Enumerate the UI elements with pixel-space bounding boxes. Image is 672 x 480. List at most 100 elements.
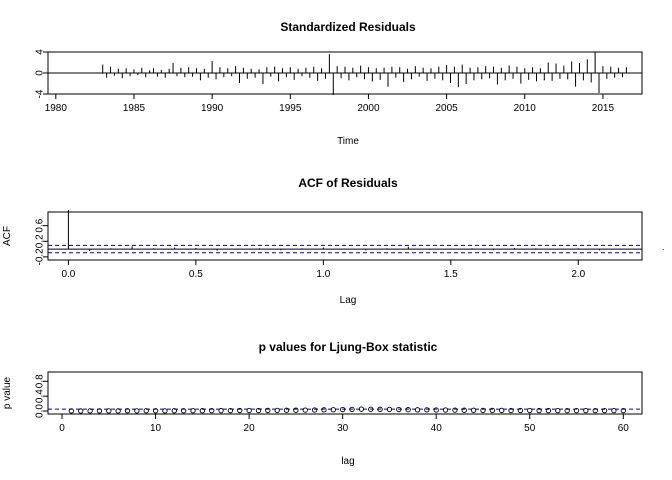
y-tick-label: 0.0 [35,404,46,418]
x-tick-label: 10 [150,423,162,434]
x-tick-label: 60 [618,423,630,434]
panel-acf-residuals: ACF of Residuals 0.0 0.5 1.0 1.5 2.0 -0.20.2… [2,176,664,306]
p-value-point [227,407,234,414]
y-tick-label: 0.4 [35,389,46,403]
p-value-point [480,407,486,414]
x-tick-label: 2010 [514,103,537,114]
x-tick-label: 1990 [201,103,224,114]
p-value-point [461,407,467,413]
p-value-point [349,406,355,413]
x-tick-label: 0.0 [61,269,75,280]
x-tick-label: 1.5 [444,269,458,280]
panel-ljung-box: p values for Ljung-Box statistic 0 10 20 30… [2,340,643,467]
p-value-point [470,407,477,413]
p-value-point [442,407,449,413]
x-tick-label: 1.0 [316,269,330,280]
p-value-point [620,408,626,414]
p-value-point [358,406,365,412]
x-tick-label: 20 [244,423,256,434]
p-value-point [611,408,617,414]
x-tick-label: 0 [59,423,65,434]
y-tick-label: 4 [35,49,46,55]
y-axis-label: ACF [2,226,13,246]
x-axis-label: Time [337,136,359,147]
plot-frame [47,371,643,415]
p-value-point [499,407,505,414]
p-value-point [171,408,177,414]
x-axis-label: Lag [340,295,357,306]
chart-title: Standardized Residuals [280,20,416,34]
p-value-point [124,408,131,414]
p-value-point [209,408,215,414]
y-axis-label: p value [2,376,13,409]
p-value-point [536,407,542,414]
p-value-point [527,407,533,414]
p-value-point [424,407,430,413]
x-tick-label: 1980 [45,103,68,114]
p-value-point [414,407,421,413]
y-tick-label: -4 [35,89,46,98]
p-value-point [152,408,159,414]
x-tick-label: 30 [337,423,349,434]
p-value-point [283,407,290,413]
p-value-point [405,407,411,413]
p-value-point [340,406,346,413]
p-value-point [396,406,402,413]
y-tick-label: 0.8 [35,374,46,388]
p-value-point [386,406,393,413]
p-value-point [190,408,196,414]
x-tick-label: 2005 [435,103,458,114]
x-tick-label: 1985 [123,103,146,114]
y-tick-label: 0.2 [35,234,46,248]
y-tick-label: 0 [35,70,46,76]
p-value-point [68,408,75,414]
p-value-point [293,407,299,413]
p-value-point [115,408,121,414]
p-value-point [274,407,280,414]
x-tick-label: 50 [524,423,536,434]
p-value-point [601,408,608,414]
p-value-point [96,408,103,414]
p-value-point [564,407,570,414]
x-tick-label: 1995 [279,103,302,114]
plot-frame [47,211,643,261]
p-value-point [583,408,589,414]
p-value-point [218,407,224,414]
p-value-point [255,407,262,414]
x-tick-label: 0.5 [189,269,203,280]
p-value-point [489,407,495,414]
p-value-point [265,407,271,414]
p-value-point [517,407,524,414]
p-value-point [134,408,140,414]
chart-title: ACF of Residuals [298,176,398,190]
p-value-point [302,407,308,413]
p-value-point [368,406,374,412]
p-value-point [508,407,514,414]
p-value-point [555,407,561,414]
x-tick-label: 2.0 [571,269,585,280]
p-value-point [78,408,84,414]
p-value-point [452,407,458,413]
p-value-point [311,407,318,413]
y-tick-label: -0.2 [35,248,46,266]
p-value-point [246,407,252,414]
p-value-point [545,407,552,414]
p-value-point [321,407,327,413]
x-axis-label: lag [341,456,354,467]
p-value-point [180,408,187,414]
x-tick-label: 40 [431,423,443,434]
x-tick-label: 2015 [592,103,615,114]
panel-standardized-residuals: Standardized Residuals 1980 1985 1990 1995 2… [35,20,643,147]
p-value-point [377,406,383,412]
p-value-point [143,408,149,414]
y-tick-label: 0.6 [35,218,46,232]
p-value-point [592,408,598,414]
p-value-point [106,408,112,414]
p-value-point [433,407,439,413]
p-value-point [573,408,580,414]
p-value-point [199,408,205,414]
p-value-point [237,407,243,414]
p-value-point [330,407,336,413]
p-value-point [87,408,93,414]
